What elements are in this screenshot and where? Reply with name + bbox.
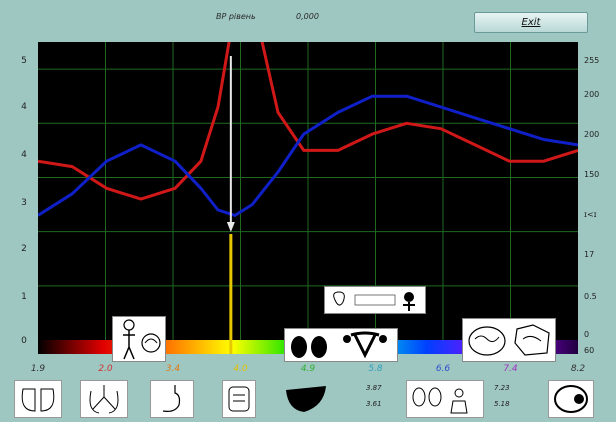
brain-icon [468, 324, 550, 356]
y-tick-right: 0 [584, 330, 590, 339]
kidneys-uterus-icon [291, 331, 387, 359]
x-tick: 1.9 [30, 364, 46, 374]
y-tick-left: 1 [21, 292, 27, 302]
x-tick: 7.4 [503, 364, 518, 374]
organs-card[interactable] [284, 328, 398, 362]
organ-group-card[interactable] [324, 286, 426, 314]
trachea-icon[interactable] [80, 380, 128, 418]
y-tick-right: 200 [584, 130, 600, 139]
spectrum-plot[interactable] [37, 18, 579, 354]
x-tick: 2.0 [98, 364, 113, 374]
y-tick-left: 0 [21, 336, 27, 346]
y-tick-right: 0.5 [584, 292, 597, 301]
y-tick-left: 3 [21, 198, 27, 208]
body-silhouette-card[interactable] [112, 316, 166, 362]
value-a2: 3.61 [366, 400, 382, 408]
x-tick: 4.9 [300, 364, 316, 374]
y-tick-left: 4 [21, 150, 27, 160]
y-tick-left: 2 [21, 244, 27, 254]
eye-icon[interactable] [548, 380, 594, 418]
body-silhouette-icon [123, 319, 161, 360]
y-tick-right: 17 [584, 250, 595, 259]
y-tick-left: 5 [21, 56, 27, 66]
organ-group-icon [333, 291, 415, 311]
y-tick-right: 255 [584, 56, 600, 65]
value-b2: 5.18 [494, 400, 510, 408]
top-bar: ВР рівень 0,000 Exit [0, 0, 616, 34]
series-line-0 [37, 18, 579, 201]
marker-arrowhead [226, 222, 235, 232]
intestine-icon[interactable] [222, 380, 256, 418]
liver-icon[interactable] [284, 380, 328, 416]
series-line-1 [37, 94, 579, 217]
x-tick: 5.8 [368, 364, 383, 374]
plot-grid [38, 42, 578, 340]
kidneys-bladder-icon[interactable] [406, 380, 484, 418]
lungs-icon[interactable] [14, 380, 62, 418]
exit-button[interactable]: Exit [474, 12, 588, 33]
y-tick-right: ɪ<ɪ [584, 210, 597, 219]
brain-card[interactable] [462, 318, 556, 362]
x-tick: 8.2 [570, 364, 586, 374]
plot-series [37, 18, 579, 217]
level-label: ВР рівень [216, 12, 256, 21]
value-a1: 3.87 [366, 384, 382, 392]
x-tick: 4.0 [233, 364, 248, 374]
y-tick-right: 150 [584, 170, 600, 179]
x-tick: 6.6 [435, 364, 451, 374]
y-tick-left: 4 [21, 102, 27, 112]
marker-arrow [226, 56, 235, 354]
value-b1: 7.23 [494, 384, 510, 392]
stomach-icon[interactable] [150, 380, 194, 418]
x-tick: 3.4 [165, 364, 181, 374]
y-tick-right: 60 [584, 346, 595, 355]
y-tick-right: 200 [584, 90, 600, 99]
plot-svg [37, 18, 579, 354]
level-value: 0,000 [296, 12, 319, 21]
